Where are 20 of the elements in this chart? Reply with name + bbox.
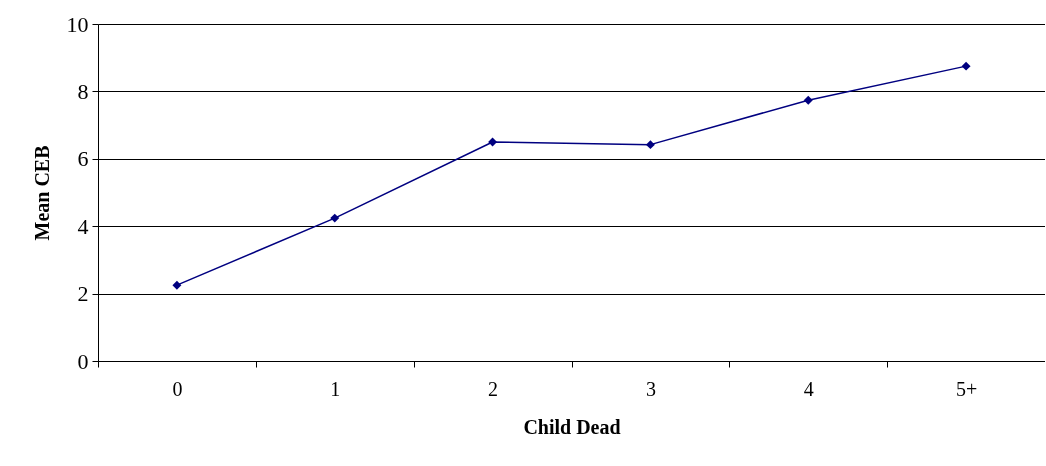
x-tick-label: 5+	[955, 377, 978, 400]
point	[172, 280, 182, 290]
x-tick-label: 2	[488, 377, 499, 400]
x-tick-label: 1	[330, 377, 341, 400]
y-tick-label: 10	[66, 11, 89, 37]
y-axis-title: Mean CEB	[30, 145, 53, 241]
y-tick-label: 8	[77, 78, 89, 104]
point	[803, 95, 813, 105]
point	[330, 213, 340, 223]
y-tick-label: 6	[77, 146, 89, 172]
x-tick-label: 0	[172, 377, 183, 400]
y-tick-label: 0	[77, 348, 89, 374]
point	[645, 140, 655, 150]
x-tick-label: 3	[645, 377, 656, 400]
x-axis-title: Child Dead	[523, 415, 621, 438]
x-tick-label: 4	[803, 377, 814, 400]
point	[961, 61, 971, 71]
y-tick-label: 4	[77, 213, 89, 239]
y-tick-label: 2	[77, 281, 89, 307]
point	[488, 137, 498, 147]
